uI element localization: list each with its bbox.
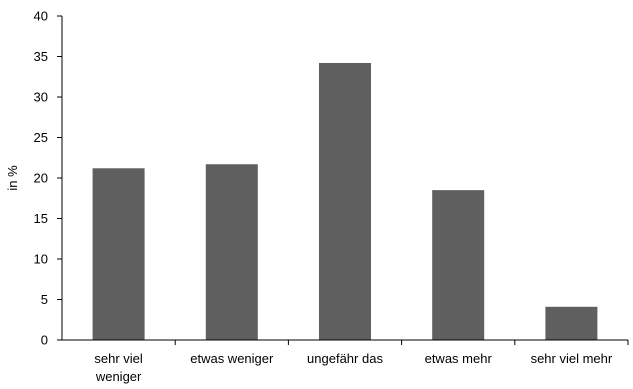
x-tick-label: etwas weniger [190, 351, 274, 366]
y-tick-label: 5 [41, 292, 48, 307]
x-tick-label-line: weniger [95, 369, 142, 384]
bar [432, 190, 485, 340]
x-tick-label: ungefähr das [307, 351, 383, 366]
x-tick-label: sehr viel weniger [94, 351, 143, 384]
y-axis-label: in % [5, 165, 20, 191]
bar [319, 62, 371, 340]
x-tick-label-line: ungefähr das [307, 351, 383, 366]
y-tick-label: 0 [41, 333, 48, 348]
x-tick-label-line: sehr viel mehr [531, 351, 613, 366]
y-tick-label: 10 [34, 252, 48, 267]
x-tick-label-line: sehr viel [94, 351, 143, 366]
x-tick-label: sehr viel mehr [531, 351, 613, 366]
bar [92, 168, 145, 340]
y-tick-label: 40 [34, 9, 48, 24]
y-tick-label: 15 [34, 211, 48, 226]
y-ticks-group: 0 5 10 15 20 25 30 35 40 [34, 9, 62, 348]
x-tick-label: etwas mehr [425, 351, 493, 366]
bar [545, 306, 598, 340]
y-tick-label: 30 [34, 90, 48, 105]
y-tick-label: 35 [34, 49, 48, 64]
y-tick-label: 25 [34, 130, 48, 145]
x-tick-label-line: etwas weniger [190, 351, 274, 366]
bars-group [92, 62, 598, 340]
y-tick-label: 20 [34, 171, 48, 186]
bar [205, 164, 258, 340]
x-tick-label-line: etwas mehr [425, 351, 493, 366]
x-ticks-group: sehr viel weniger etwas weniger ungefähr da… [94, 340, 629, 384]
